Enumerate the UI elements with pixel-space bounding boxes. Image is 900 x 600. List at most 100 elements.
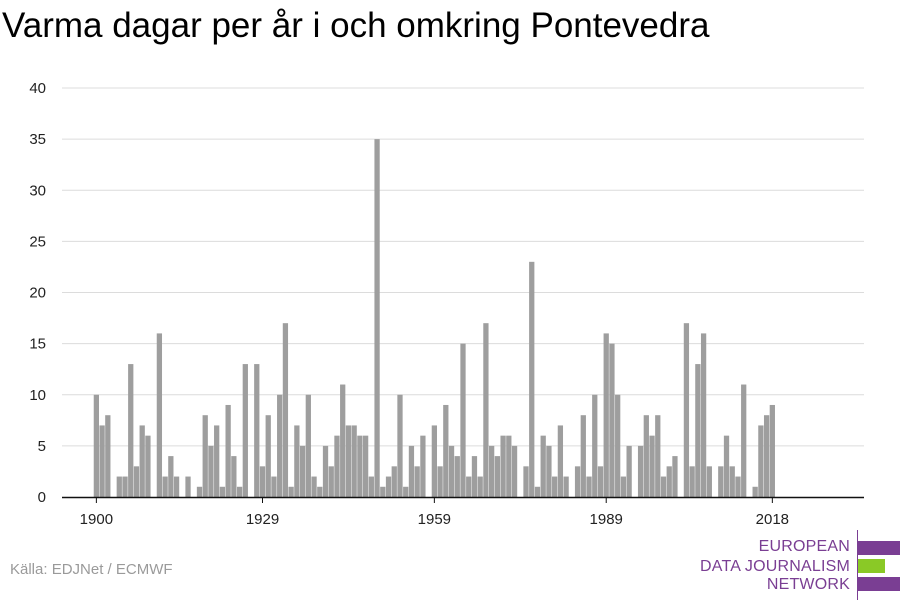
bar: [168, 456, 174, 497]
bar: [380, 486, 386, 497]
bar: [741, 384, 747, 497]
source-note: Källa: EDJNet / ECMWF: [10, 561, 173, 578]
bar: [723, 435, 730, 497]
bar: [431, 425, 437, 497]
bar: [586, 476, 592, 497]
bar: [460, 343, 466, 497]
bars: [93, 139, 775, 497]
y-tick-label: 10: [29, 387, 46, 404]
bar: [683, 323, 690, 497]
bar: [557, 425, 564, 497]
bar: [99, 425, 105, 497]
bar: [483, 323, 489, 497]
y-tick-label: 35: [29, 131, 46, 148]
bar: [735, 476, 741, 497]
bar: [139, 425, 145, 497]
bar: [397, 394, 403, 497]
bar: [385, 476, 392, 497]
bar: [277, 394, 283, 497]
bar: [374, 139, 380, 497]
y-tick-label: 5: [38, 438, 46, 455]
bar: [637, 445, 644, 497]
bar: [540, 435, 546, 497]
bar: [362, 435, 369, 497]
bar: [454, 456, 460, 497]
bar: [208, 445, 214, 497]
logo-bar-purple-bottom: [858, 577, 900, 591]
bar: [305, 394, 311, 497]
bar: [357, 435, 363, 497]
bar: [660, 476, 667, 497]
bar: [626, 445, 632, 497]
bar: [506, 435, 512, 497]
x-tick-label: 1959: [418, 511, 451, 528]
bar: [322, 445, 329, 497]
bar: [299, 445, 306, 497]
bar: [529, 261, 535, 497]
bar: [563, 476, 569, 497]
bar: [328, 466, 334, 497]
bar: [145, 435, 151, 497]
bar: [408, 445, 415, 497]
bar: [466, 476, 472, 497]
bar: [391, 466, 397, 497]
bar: [214, 425, 220, 497]
chart-title: Varma dagar per år i och omkring Ponteve…: [2, 6, 710, 45]
bar: [122, 476, 128, 497]
bar: [609, 343, 615, 497]
bar: [580, 415, 586, 497]
bar: [643, 415, 649, 497]
y-tick-label: 30: [29, 182, 46, 199]
bar: [752, 486, 758, 497]
bar: [500, 435, 506, 497]
bar: [231, 456, 237, 497]
bar: [615, 394, 621, 497]
bar: [317, 486, 323, 497]
bar: [689, 466, 695, 497]
bar: [511, 445, 518, 497]
bar: [93, 394, 100, 497]
x-tick-label: 1929: [246, 511, 279, 528]
edjnet-logo: EUROPEAN DATA JOURNALISM NETWORK: [700, 530, 900, 600]
bar: [351, 425, 357, 497]
bar: [156, 333, 163, 497]
bar: [288, 486, 294, 497]
bar: [311, 476, 317, 497]
bar: [763, 415, 770, 497]
bar: [105, 415, 111, 497]
bar: [471, 456, 478, 497]
bar: [758, 425, 764, 497]
bar: [597, 466, 604, 497]
logo-text-line2: DATA JOURNALISM: [700, 558, 850, 575]
logo-bar-green: [858, 559, 885, 573]
bar: [552, 476, 558, 497]
bar: [718, 466, 724, 497]
bar: [368, 476, 374, 497]
bar: [225, 404, 231, 497]
bar: [271, 476, 277, 497]
bar: [345, 425, 352, 497]
bar: [162, 476, 168, 497]
bar: [340, 384, 346, 497]
bar: [128, 364, 134, 497]
x-tick-label: 2018: [756, 511, 789, 528]
logo-bar-purple-top: [858, 541, 900, 555]
bar: [254, 364, 260, 497]
bar: [334, 435, 340, 497]
bar: [443, 404, 449, 497]
bar: [403, 486, 409, 497]
x-axis: 1900 1929 1959 1989 2018: [62, 496, 864, 528]
bar: [649, 435, 655, 497]
y-tick-label: 0: [38, 489, 46, 506]
bar: [574, 466, 581, 497]
bar: [196, 486, 203, 497]
bar: [420, 435, 426, 497]
bar: [437, 466, 443, 497]
bar: [477, 476, 483, 497]
bar: [523, 466, 529, 497]
bar: [620, 476, 627, 497]
bar: [185, 476, 191, 497]
y-axis-labels: 0 5 10 15 20 25 30 35 40: [29, 80, 46, 506]
bar: [769, 404, 775, 497]
